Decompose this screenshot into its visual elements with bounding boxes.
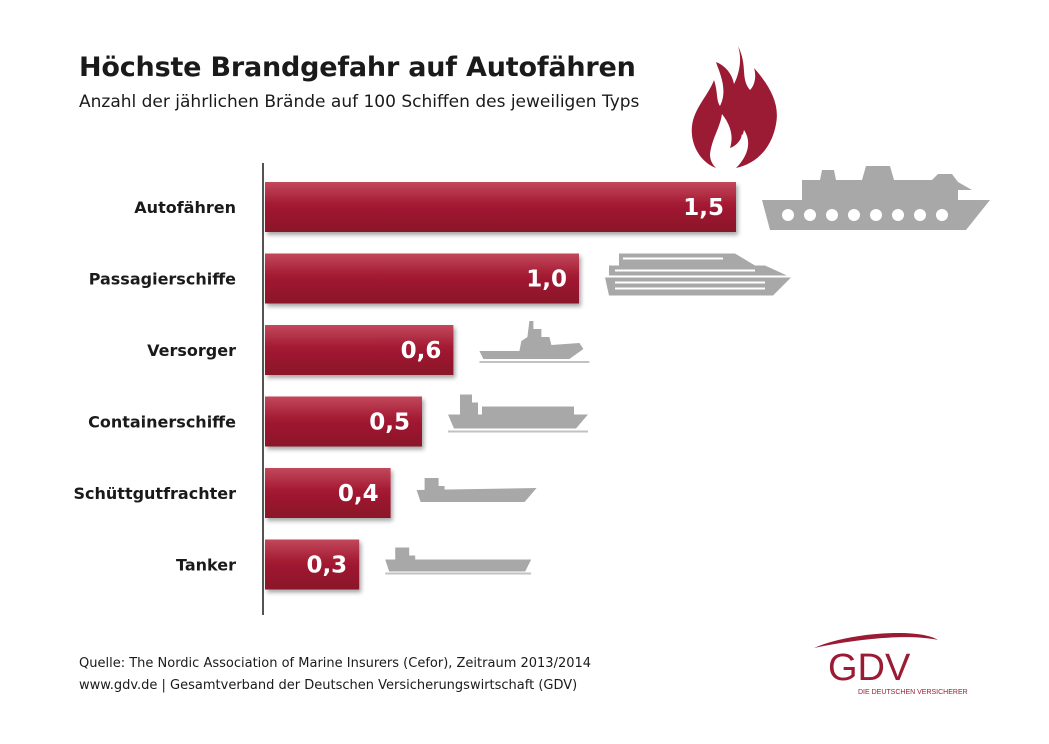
bar-versorger <box>265 325 454 375</box>
category-label-tanker: Tanker <box>176 556 236 575</box>
car-ferry-icon <box>762 166 990 230</box>
value-label-schuttgutfrachter: 0,4 <box>338 481 379 507</box>
gdv-logo-text: GDV <box>828 647 911 689</box>
gdv-logo: GDV DIE DEUTSCHEN VERSICHERER <box>814 633 968 696</box>
publisher-note: www.gdv.de | Gesamtverband der Deutschen… <box>79 678 578 693</box>
value-label-autofahren: 1,5 <box>683 195 724 221</box>
chart-title: Höchste Brandgefahr auf Autofähren <box>79 52 636 83</box>
tanker-icon <box>385 547 532 575</box>
value-label-tanker: 0,3 <box>306 553 347 579</box>
source-note: Quelle: The Nordic Association of Marine… <box>79 656 592 671</box>
supply-vessel-icon <box>479 321 590 363</box>
value-label-versorger: 0,6 <box>401 338 442 364</box>
category-label-autofahren: Autofähren <box>134 198 236 217</box>
gdv-logo-tagline: DIE DEUTSCHEN VERSICHERER <box>858 689 968 696</box>
bar-chart: Autofähren 1,5 Passagierschiffe 1,0 Versorge… <box>74 163 990 615</box>
category-label-schuttgutfrachter: Schüttgutfrachter <box>74 484 237 503</box>
bar-schuttgutfrachter <box>265 468 391 518</box>
category-label-containerschiffe: Containerschiffe <box>88 413 236 432</box>
bar-autofahren <box>265 182 736 232</box>
bar-containerschiffe <box>265 396 422 447</box>
flame-icon <box>691 46 777 168</box>
value-label-containerschiffe: 0,5 <box>369 410 410 436</box>
bars-group: Autofähren 1,5 Passagierschiffe 1,0 Versorge… <box>74 166 990 590</box>
cruise-ship-icon <box>605 253 791 296</box>
chart-subtitle: Anzahl der jährlichen Brände auf 100 Sch… <box>79 92 640 112</box>
category-label-passagierschiffe: Passagierschiffe <box>89 270 236 289</box>
bulk-carrier-icon <box>416 478 537 502</box>
value-label-passagierschiffe: 1,0 <box>526 267 567 293</box>
category-label-versorger: Versorger <box>147 341 236 360</box>
bar-tanker <box>265 539 360 590</box>
container-ship-icon <box>448 394 588 433</box>
bar-passagierschiffe <box>265 253 579 304</box>
